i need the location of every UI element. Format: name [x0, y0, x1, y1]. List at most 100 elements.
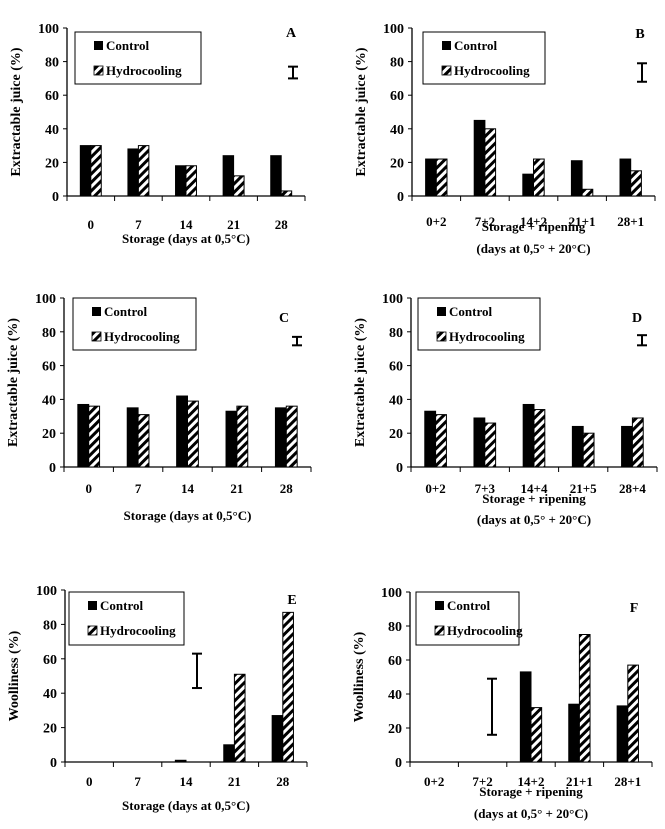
x-axis-label: (days at 0,5° + 20°C) [474, 806, 588, 821]
bar-hydrocooling [484, 422, 497, 468]
x-tick-label: 14 [181, 481, 195, 496]
legend-box [68, 591, 185, 646]
bar-control [473, 119, 486, 197]
error-bar [637, 334, 647, 347]
x-tick-label: 21 [228, 774, 241, 789]
bar-hydrocooling [88, 405, 101, 468]
bar-control [126, 407, 139, 468]
y-tick-label: 40 [390, 123, 404, 138]
panel-label: A [286, 26, 297, 41]
x-tick-label: 14+2 [520, 214, 547, 229]
x-tick-label: 28+4 [619, 481, 646, 496]
y-tick-label: 60 [389, 360, 403, 375]
y-tick-label: 60 [390, 89, 404, 104]
y-axis-label: Extractable juice (%) [9, 47, 24, 176]
y-tick-label: 60 [43, 653, 57, 668]
legend: Control Hydrocooling [72, 297, 197, 351]
bar-hydrocooling [233, 175, 245, 197]
legend-swatch-hydrocooling [87, 625, 98, 636]
panel-label: B [635, 27, 644, 42]
y-axis-label: Extractable juice (%) [6, 318, 21, 447]
panel-label: E [287, 593, 296, 608]
bar-control [568, 703, 580, 763]
x-tick-label: 0 [86, 774, 93, 789]
chart-panel-a: 0 20 40 60 80 100 0 7 14 21 28 Extractable juice (%… [9, 22, 306, 246]
y-tick-label: 80 [388, 620, 402, 635]
x-tick-label: 28 [280, 481, 294, 496]
chart-panel-e: 0 20 40 60 80 100 0 7 14 21 28 Woolliness (%) Storag… [7, 584, 308, 813]
x-tick-label: 28 [276, 774, 290, 789]
legend-swatch-hydrocooling [93, 65, 104, 76]
bar-control [175, 165, 187, 197]
x-axis-label: (days at 0,5° + 20°C) [477, 512, 591, 527]
bar-control [570, 160, 583, 197]
bar-hydrocooling [282, 611, 294, 763]
x-axis-label: Storage + ripening [482, 219, 586, 234]
x-axis-label: Storage + ripening [482, 491, 586, 506]
x-tick-label: 28+1 [617, 214, 644, 229]
bar-hydrocooling [137, 145, 150, 197]
bar-hydrocooling [137, 414, 150, 468]
y-tick-label: 0 [395, 756, 402, 771]
y-tick-label: 40 [42, 393, 56, 408]
y-tick-label: 20 [45, 156, 59, 171]
bar-control [571, 425, 584, 468]
legend: Control Hydrocooling [68, 591, 185, 646]
bar-control [619, 158, 632, 197]
bar-hydrocooling [484, 128, 497, 197]
bar-hydrocooling [187, 400, 199, 468]
x-tick-label: 14 [180, 217, 194, 232]
x-tick-label: 7+3 [475, 481, 496, 496]
y-tick-label: 80 [45, 56, 59, 71]
legend: Control Hydrocooling [74, 31, 202, 85]
bar-control [424, 410, 437, 468]
x-axis-label: Storage (days at 0,5°C) [122, 231, 250, 246]
bar-control [225, 410, 238, 468]
x-tick-label: 0+2 [424, 774, 444, 789]
y-tick-label: 100 [381, 586, 402, 601]
legend-swatch-control [442, 41, 451, 50]
bar-hydrocooling [533, 158, 545, 197]
bar-control [271, 715, 284, 763]
chart-panel-d: 0 20 40 60 80 100 0+2 7+3 14+4 21+5 28+4 Extractabl… [353, 292, 658, 527]
bar-control [222, 155, 235, 197]
y-tick-label: 20 [390, 156, 404, 171]
bar-hydrocooling [435, 158, 448, 197]
y-tick-label: 100 [36, 584, 57, 599]
bar-control [425, 158, 437, 197]
y-tick-label: 0 [49, 461, 56, 476]
y-tick-label: 20 [389, 427, 403, 442]
legend-swatch-control [94, 41, 103, 50]
bar-hydrocooling [533, 409, 546, 468]
x-axis-label: (days at 0,5° + 20°C) [476, 241, 590, 256]
legend-label-hydrocooling: Hydrocooling [106, 63, 182, 78]
y-tick-label: 20 [43, 722, 57, 737]
bar-hydrocooling [233, 673, 246, 763]
y-tick-label: 60 [388, 654, 402, 669]
bar-hydrocooling [630, 170, 642, 197]
bar-hydrocooling [185, 165, 197, 197]
legend-label-control: Control [100, 598, 143, 613]
y-tick-label: 80 [42, 326, 56, 341]
legend-label-control: Control [449, 304, 492, 319]
y-tick-label: 100 [383, 22, 404, 37]
error-bar [292, 335, 302, 347]
x-tick-label: 7 [135, 481, 142, 496]
y-tick-label: 80 [389, 326, 403, 341]
legend: Control Hydrocooling [415, 591, 523, 646]
x-tick-label: 14+4 [521, 481, 548, 496]
y-tick-label: 80 [390, 56, 404, 71]
bar-hydrocooling [631, 417, 644, 468]
legend-swatch-control [437, 307, 446, 316]
y-tick-label: 100 [35, 292, 56, 307]
legend-label-control: Control [447, 598, 490, 613]
x-tick-label: 28+1 [614, 774, 641, 789]
chart-panel-f: 0 20 40 60 80 100 0+2 7+2 14+2 21+1 28+1 Woolliness… [352, 586, 653, 821]
y-tick-label: 40 [45, 123, 59, 138]
y-axis-label: Woolliness (%) [352, 631, 367, 722]
y-tick-label: 60 [42, 360, 56, 375]
y-tick-label: 20 [388, 722, 402, 737]
bar-control [174, 759, 187, 763]
bar-control [274, 407, 287, 468]
